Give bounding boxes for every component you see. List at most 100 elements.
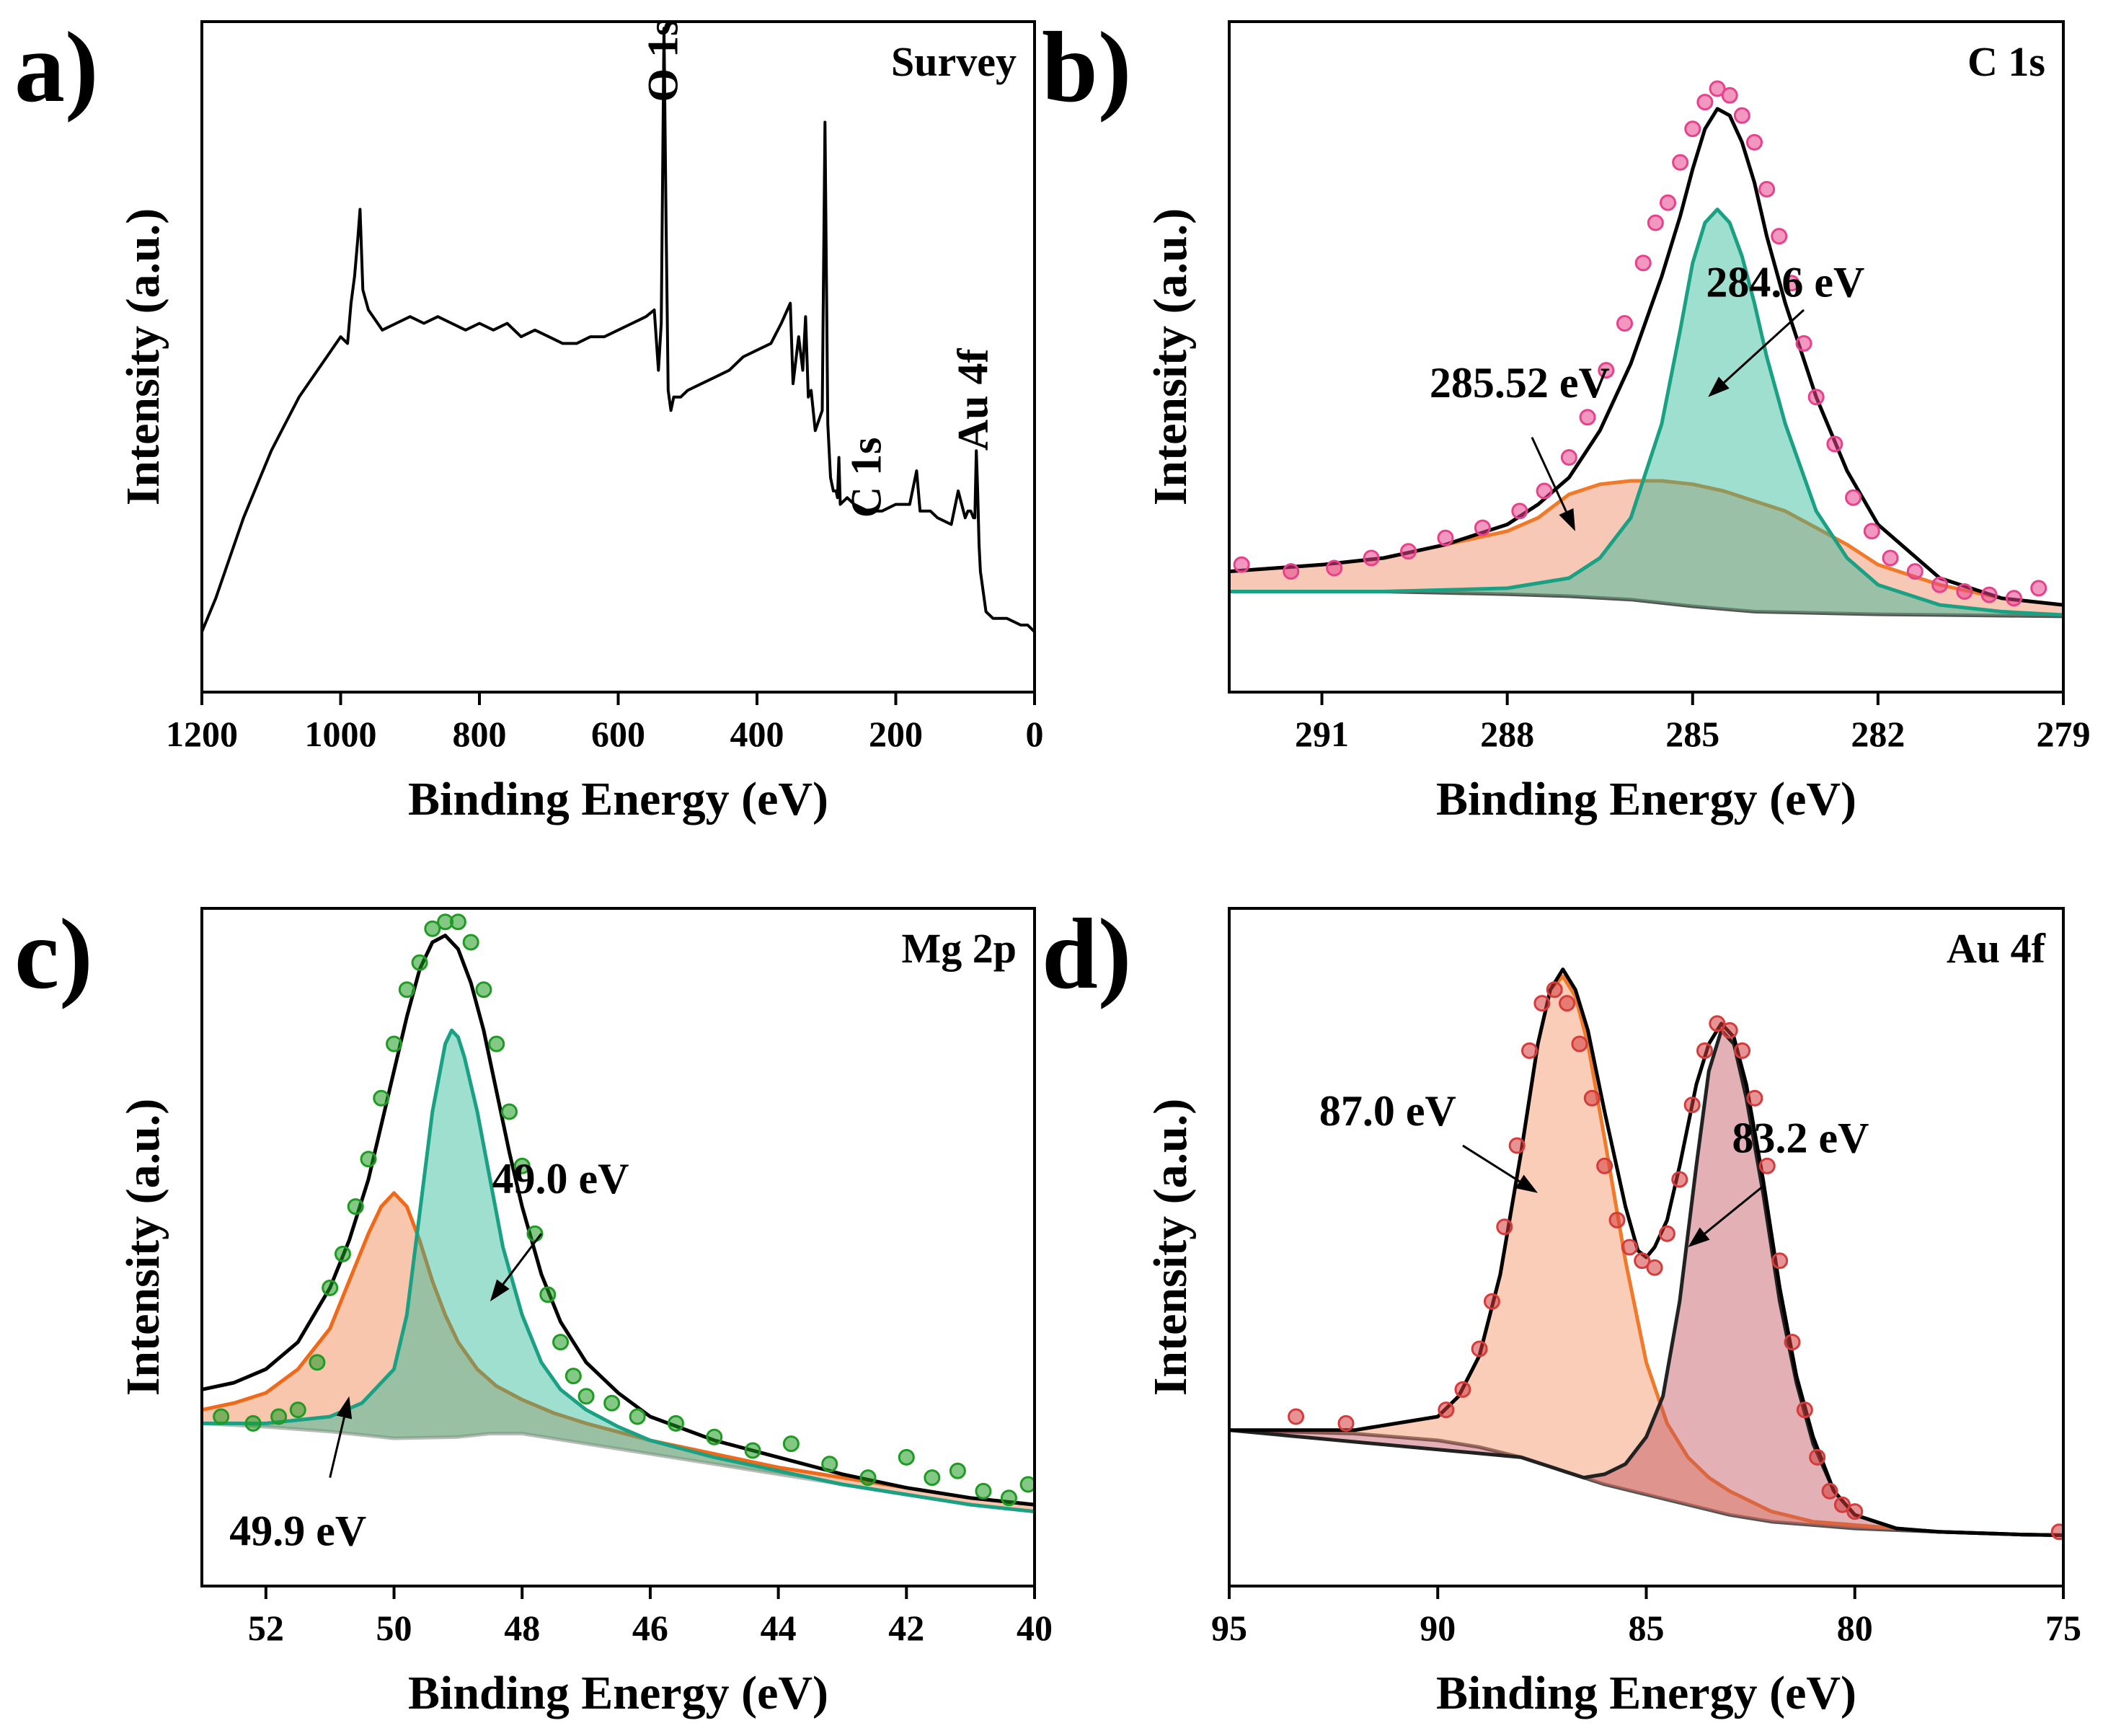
data-point bbox=[603, 1394, 621, 1412]
data-point bbox=[667, 1414, 684, 1432]
data-point bbox=[1771, 228, 1788, 245]
y-axis-label: Intensity (a.u.) bbox=[117, 1099, 169, 1396]
annotation-arrow bbox=[1462, 1144, 1520, 1183]
data-point bbox=[322, 1279, 339, 1296]
data-point bbox=[1000, 1489, 1017, 1507]
annotation-arrowhead bbox=[1515, 1174, 1538, 1193]
x-tick-label: 800 bbox=[453, 714, 507, 754]
x-tick-label: 200 bbox=[869, 714, 923, 754]
x-tick-label: 600 bbox=[591, 714, 645, 754]
data-point bbox=[309, 1354, 326, 1371]
y-axis-label: Intensity (a.u.) bbox=[1144, 208, 1197, 506]
data-point bbox=[1709, 80, 1726, 97]
x-tick-label: 0 bbox=[1026, 714, 1044, 754]
plot-area-a bbox=[202, 27, 1035, 633]
data-point bbox=[629, 1408, 646, 1425]
peak-label: Au 4f bbox=[949, 348, 997, 451]
data-point bbox=[1483, 1293, 1500, 1310]
data-point bbox=[1559, 995, 1576, 1012]
peak-label: C 1s bbox=[842, 438, 890, 518]
peak-label: 49.0 eV bbox=[492, 1155, 629, 1203]
data-point bbox=[1746, 1089, 1763, 1107]
data-point bbox=[462, 934, 479, 951]
series-c-peak-49-0-ev bbox=[202, 1028, 1035, 1514]
panel-b: 291 288 285 282 279 Binding Energy (eV) Intens… bbox=[1042, 12, 2091, 825]
data-point bbox=[270, 1408, 288, 1425]
data-point bbox=[1471, 1340, 1488, 1358]
x-tick-label: 90 bbox=[1420, 1608, 1456, 1648]
x-tick-label: 50 bbox=[376, 1608, 412, 1648]
x-tick-label: 75 bbox=[2045, 1608, 2081, 1648]
series-c-peak-49-9-ev-fill bbox=[202, 1192, 1035, 1512]
data-point bbox=[1233, 556, 1250, 573]
data-point bbox=[1283, 563, 1300, 580]
data-point bbox=[1807, 389, 1825, 406]
data-point bbox=[1809, 1448, 1826, 1466]
x-axis-label: Binding Energy (eV) bbox=[408, 773, 828, 825]
data-point bbox=[1696, 1042, 1713, 1059]
data-point bbox=[1721, 1022, 1738, 1039]
y-axis-label: Intensity (a.u.) bbox=[1144, 1099, 1197, 1396]
data-point bbox=[821, 1456, 838, 1473]
data-point bbox=[1826, 435, 1843, 453]
data-point bbox=[577, 1388, 595, 1405]
x-tick-label: 1200 bbox=[166, 714, 238, 754]
x-tick-label: 282 bbox=[1851, 714, 1905, 754]
data-point bbox=[1560, 449, 1577, 466]
x-axis-label: Binding Energy (eV) bbox=[1436, 773, 1856, 825]
annotation-arrowhead bbox=[336, 1396, 353, 1420]
data-point bbox=[411, 954, 428, 971]
panel-title-a: Survey bbox=[891, 38, 1017, 85]
panel-label-a: a) bbox=[14, 12, 99, 123]
x-tick-label: 285 bbox=[1665, 714, 1719, 754]
data-point bbox=[1672, 154, 1689, 171]
data-point bbox=[1616, 315, 1634, 332]
annotation-arrowhead bbox=[1559, 508, 1575, 531]
panel-label-b: b) bbox=[1042, 12, 1131, 123]
data-point bbox=[1521, 1042, 1538, 1059]
data-point bbox=[924, 1469, 941, 1487]
data-point bbox=[1758, 181, 1776, 198]
series-b-background bbox=[1229, 590, 2063, 619]
data-point bbox=[1709, 1015, 1726, 1032]
x-tick-label: 291 bbox=[1295, 714, 1349, 754]
data-point bbox=[347, 1198, 364, 1215]
annotation-arrow bbox=[502, 1233, 543, 1285]
data-point bbox=[975, 1482, 992, 1500]
data-point bbox=[398, 981, 415, 998]
data-point bbox=[565, 1368, 582, 1385]
annotation-arrow bbox=[1531, 436, 1567, 513]
panel-label-d: d) bbox=[1042, 898, 1131, 1010]
data-point bbox=[1783, 275, 1800, 292]
series-c-raw-data bbox=[213, 913, 1035, 1507]
data-point bbox=[449, 913, 466, 931]
data-point bbox=[386, 1035, 403, 1053]
series-b-envelope bbox=[1229, 107, 2063, 607]
data-point bbox=[1533, 995, 1551, 1012]
data-point bbox=[1337, 1414, 1355, 1432]
panel-title-c: Mg 2p bbox=[902, 925, 1017, 972]
data-point bbox=[500, 1103, 518, 1120]
plot-area-d bbox=[1229, 967, 2063, 1541]
data-point bbox=[539, 1286, 557, 1303]
y-axis-label: Intensity (a.u.) bbox=[117, 208, 169, 506]
peak-label: 284.6 eV bbox=[1706, 258, 1864, 306]
series-b-peak-284-6-ev bbox=[1229, 207, 2063, 617]
axes-frame-b bbox=[1228, 20, 2065, 694]
annotation-arrowhead bbox=[490, 1279, 510, 1302]
data-point bbox=[2005, 590, 2022, 607]
series-b-raw-data bbox=[1233, 80, 2047, 607]
plot-area-b bbox=[1229, 80, 2063, 619]
series-b-peak-285-52-ev-fill bbox=[1229, 481, 2063, 616]
series-c-peak-49-9-ev bbox=[202, 1191, 1035, 1507]
data-point bbox=[1474, 519, 1491, 536]
data-point bbox=[1019, 1476, 1035, 1493]
peak-label: 87.0 eV bbox=[1319, 1087, 1456, 1135]
data-point bbox=[244, 1414, 262, 1432]
annotation-arrowhead bbox=[1688, 1227, 1710, 1247]
data-point bbox=[1721, 87, 1738, 104]
data-point bbox=[334, 1245, 351, 1262]
plot-area-c bbox=[202, 913, 1035, 1514]
annotation-arrow bbox=[1704, 1185, 1764, 1235]
data-point bbox=[1796, 1401, 1813, 1419]
